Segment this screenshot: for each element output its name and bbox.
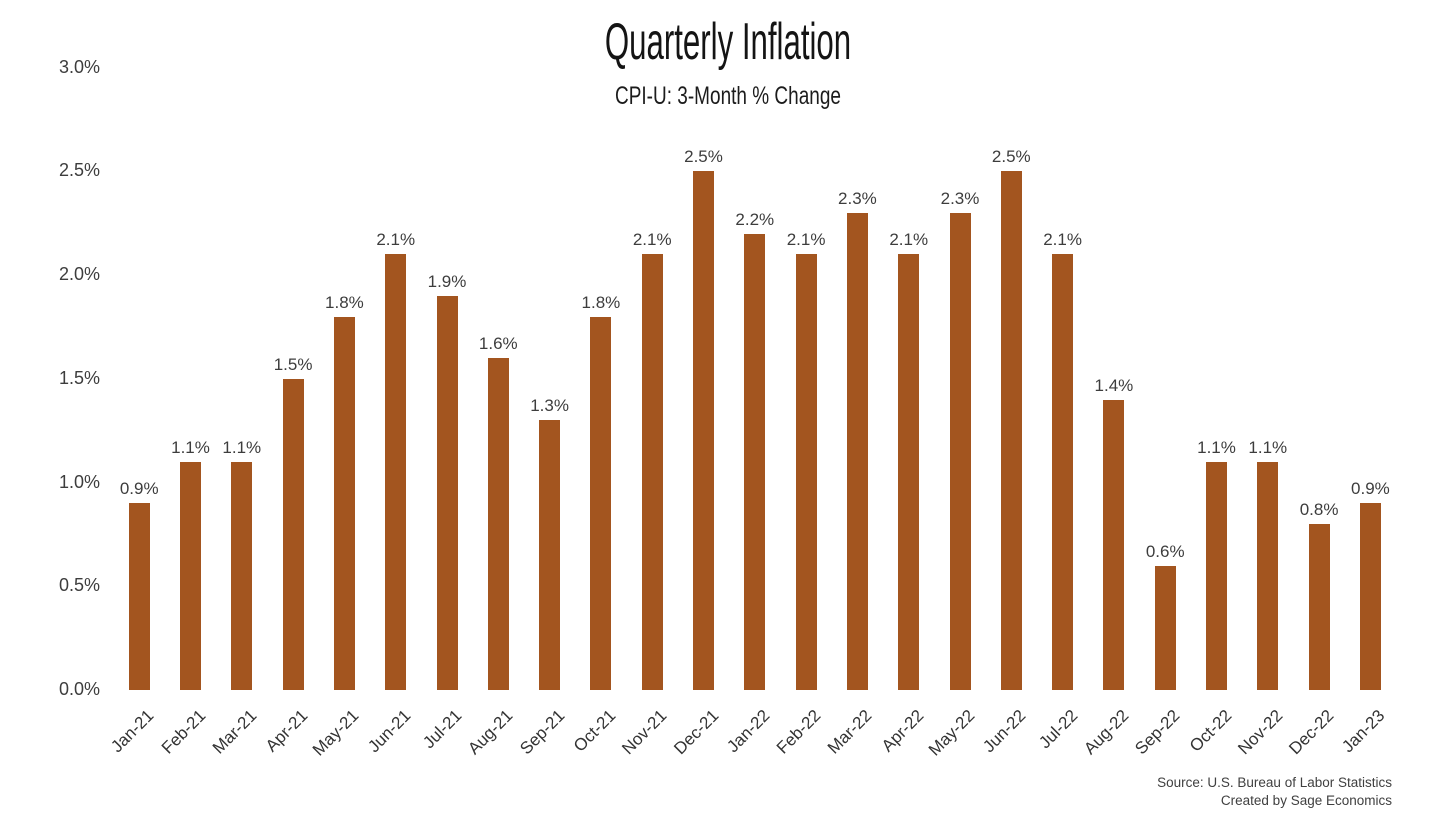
bar [180,461,201,690]
chart-subtitle: CPI-U: 3-Month % Change [614,82,841,110]
bar-value-label: 1.9% [427,271,467,291]
bar-value-label: 1.1% [171,437,210,457]
bar-value-label: 2.3% [838,188,877,208]
bar-value-label: 1.6% [478,334,518,353]
bar [282,378,304,690]
bar-value-label: 2.1% [376,230,416,250]
bar [1359,503,1381,690]
bar-value-label: 0.6% [1145,541,1185,561]
bar [1257,461,1279,690]
bar [1206,461,1227,690]
chart-title: Quarterly Inflation [604,13,852,71]
y-axis-tick-label: 3.0% [58,56,100,77]
source-note: Source: U.S. Bureau of Labor Statistics … [1157,774,1392,810]
bar-value-label: 1.1% [1197,437,1236,457]
y-axis-tick-label: 1.5% [58,367,100,388]
bar [898,254,920,690]
bar [128,503,150,690]
bar-value-label: 1.1% [222,437,262,457]
bar-value-label: 2.5% [684,147,723,167]
bar-value-label: 2.1% [1043,230,1082,250]
y-axis-tick-label: 0.0% [58,679,100,699]
bar-value-label: 2.1% [786,230,826,250]
bar-value-label: 1.8% [581,292,621,312]
bar [744,233,766,690]
bar-value-label: 2.1% [889,230,929,250]
bar [641,254,663,690]
bar-value-label: 1.8% [325,292,364,312]
bar-value-label: 0.9% [1351,479,1390,499]
bar [590,316,612,690]
bar [539,420,561,690]
bar [1052,254,1074,690]
bar [231,461,253,690]
y-axis-tick-label: 2.5% [58,160,100,181]
bar [385,254,407,690]
bar [1103,399,1125,690]
bar [1000,171,1022,690]
bar-value-label: 1.1% [1248,437,1288,457]
bar [1308,524,1330,690]
bar-value-label: 2.1% [632,230,672,250]
bar-value-label: 1.5% [273,354,313,374]
bar-value-label: 2.3% [940,188,980,208]
bar-value-label: 2.2% [735,209,775,229]
y-axis-tick-label: 0.5% [58,575,100,596]
bar-value-label: 1.4% [1094,375,1134,395]
bar [333,316,355,690]
bar [693,171,714,690]
bar [487,358,509,690]
bar [1154,565,1176,690]
bar-value-label: 1.3% [530,396,569,416]
credit-line: Created by Sage Economics [1220,793,1392,808]
y-axis-tick-label: 1.0% [58,471,100,492]
y-axis-tick-label: 2.0% [58,264,100,284]
bar [846,212,868,690]
source-line: Source: U.S. Bureau of Labor Statistics [1157,775,1392,790]
bar [436,295,458,690]
bar-value-label: 2.5% [991,147,1031,167]
bar-value-label: 0.8% [1299,500,1339,519]
bar [949,212,971,690]
bar-value-label: 0.9% [119,479,159,499]
bar [795,254,817,690]
